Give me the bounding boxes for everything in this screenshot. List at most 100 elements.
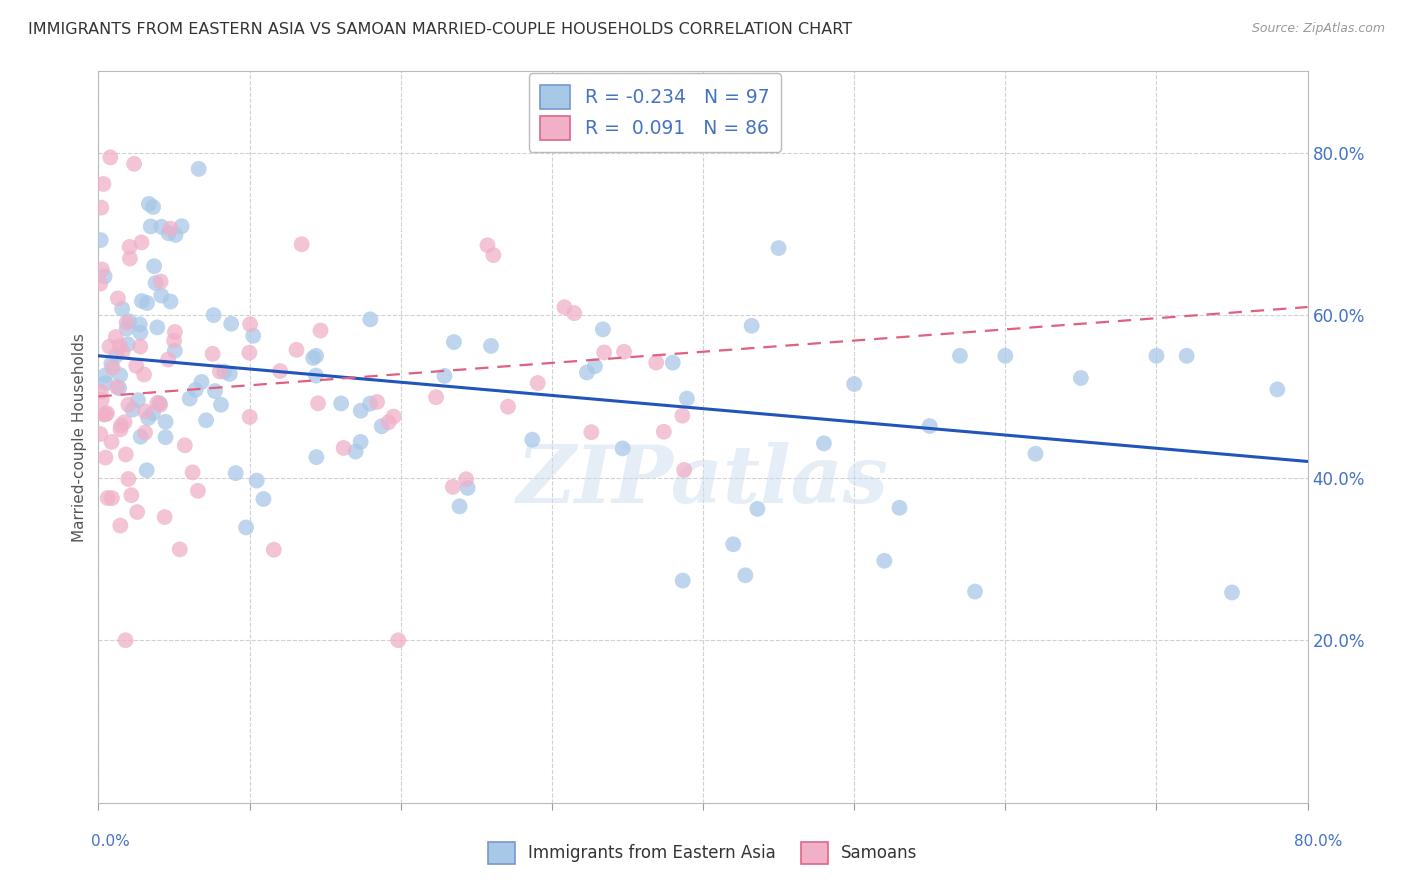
Point bbox=[149, 275, 172, 289]
Point bbox=[479, 339, 502, 353]
Point bbox=[118, 240, 141, 254]
Point bbox=[115, 316, 138, 330]
Point bbox=[115, 321, 138, 335]
Point bbox=[1175, 349, 1198, 363]
Point bbox=[456, 472, 478, 486]
Point bbox=[150, 288, 173, 302]
Point bbox=[114, 447, 136, 461]
Point bbox=[149, 398, 172, 412]
Point bbox=[994, 349, 1017, 363]
Point bbox=[593, 345, 616, 359]
Point bbox=[332, 441, 354, 455]
Point bbox=[101, 491, 124, 505]
Point bbox=[359, 396, 381, 410]
Point bbox=[94, 408, 117, 422]
Point bbox=[114, 633, 136, 648]
Point bbox=[209, 398, 232, 412]
Point bbox=[202, 308, 225, 322]
Point bbox=[285, 343, 308, 357]
Point bbox=[155, 415, 177, 429]
Point bbox=[252, 491, 274, 506]
Point bbox=[645, 355, 668, 369]
Point bbox=[184, 383, 207, 397]
Point bbox=[127, 393, 149, 408]
Point bbox=[117, 472, 139, 486]
Point bbox=[671, 409, 693, 423]
Point bbox=[97, 491, 120, 505]
Point bbox=[581, 425, 603, 440]
Point bbox=[190, 375, 212, 389]
Point bbox=[108, 368, 131, 383]
Point bbox=[157, 352, 180, 367]
Point bbox=[214, 365, 236, 379]
Point bbox=[583, 359, 606, 373]
Point bbox=[94, 450, 117, 465]
Point bbox=[139, 219, 162, 234]
Point bbox=[741, 318, 763, 333]
Point bbox=[377, 415, 399, 429]
Point bbox=[522, 433, 544, 447]
Point bbox=[117, 398, 139, 412]
Point bbox=[918, 419, 941, 434]
Point bbox=[91, 262, 114, 277]
Point bbox=[195, 413, 218, 427]
Point bbox=[146, 320, 169, 334]
Point bbox=[387, 633, 409, 648]
Point bbox=[449, 500, 471, 514]
Point bbox=[309, 324, 332, 338]
Text: 0.0%: 0.0% bbox=[91, 834, 131, 848]
Point bbox=[1267, 383, 1289, 397]
Point bbox=[1070, 371, 1092, 385]
Point bbox=[201, 347, 224, 361]
Point bbox=[111, 344, 134, 359]
Point bbox=[526, 376, 548, 390]
Point bbox=[949, 349, 972, 363]
Point bbox=[672, 574, 695, 588]
Point bbox=[165, 227, 187, 242]
Point bbox=[159, 221, 181, 235]
Point bbox=[652, 425, 675, 439]
Point bbox=[145, 276, 167, 290]
Point bbox=[131, 293, 153, 308]
Point bbox=[425, 390, 447, 404]
Point bbox=[1146, 349, 1168, 363]
Point bbox=[111, 301, 134, 316]
Point bbox=[135, 463, 157, 477]
Point bbox=[441, 480, 464, 494]
Point bbox=[118, 314, 141, 328]
Point bbox=[142, 406, 165, 420]
Point bbox=[553, 300, 575, 314]
Point bbox=[163, 325, 186, 339]
Legend: Immigrants from Eastern Asia, Samoans: Immigrants from Eastern Asia, Samoans bbox=[482, 836, 924, 871]
Point bbox=[159, 294, 181, 309]
Point bbox=[142, 200, 165, 214]
Point bbox=[90, 392, 112, 407]
Point bbox=[613, 344, 636, 359]
Point bbox=[100, 357, 122, 371]
Point bbox=[187, 483, 209, 498]
Point bbox=[747, 501, 769, 516]
Point bbox=[370, 419, 392, 434]
Point bbox=[114, 415, 136, 429]
Point bbox=[89, 427, 111, 442]
Point bbox=[108, 381, 131, 395]
Point bbox=[433, 368, 456, 383]
Point bbox=[117, 337, 139, 351]
Point bbox=[562, 306, 585, 320]
Point bbox=[149, 396, 172, 410]
Point bbox=[138, 197, 160, 211]
Point bbox=[108, 339, 131, 353]
Point bbox=[813, 436, 835, 450]
Point bbox=[146, 396, 169, 410]
Point bbox=[155, 430, 177, 444]
Text: 80.0%: 80.0% bbox=[1295, 834, 1343, 848]
Point bbox=[477, 238, 499, 252]
Point bbox=[89, 277, 111, 291]
Point bbox=[134, 425, 156, 440]
Point bbox=[173, 438, 195, 452]
Point bbox=[153, 510, 176, 524]
Point bbox=[157, 227, 180, 241]
Point bbox=[121, 402, 143, 417]
Point bbox=[129, 326, 152, 340]
Point bbox=[94, 376, 117, 391]
